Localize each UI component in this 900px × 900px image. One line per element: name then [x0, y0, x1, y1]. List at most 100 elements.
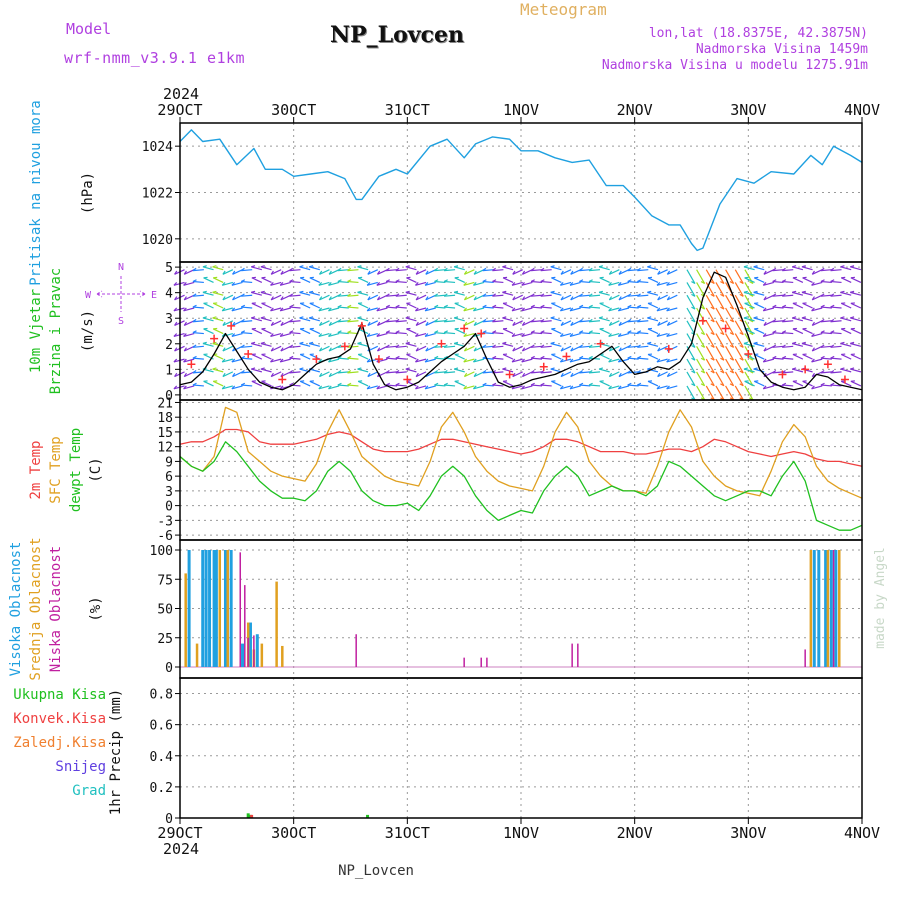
wind-arrow: [734, 385, 744, 401]
wind-arrow: [725, 371, 735, 387]
wind-arrow: [830, 371, 842, 374]
wind-tick-label: 5: [165, 261, 173, 276]
wind-arrow-head: [627, 382, 632, 386]
wind-arrow: [318, 385, 330, 390]
wind-arrow: [686, 320, 696, 335]
wind-arrow: [830, 294, 842, 297]
wind-arrow-head: [221, 281, 226, 286]
wind-arrow-head: [376, 347, 381, 352]
wind-arrow: [299, 353, 311, 360]
wind-arrow-head: [231, 358, 236, 363]
cloud-high-bar: [812, 550, 816, 667]
wind-arrow: [482, 357, 494, 360]
wind-arrow-head: [415, 358, 419, 363]
wind-arrow: [560, 385, 572, 390]
wind-arrow: [386, 294, 398, 297]
wind-arrow-head: [463, 347, 468, 352]
wind-arrow: [395, 269, 407, 272]
wind-arrow-head: [232, 296, 236, 301]
wind-arrow-head: [385, 382, 391, 386]
wind-arrow-head: [240, 330, 246, 334]
wind-arrow: [464, 294, 475, 301]
wind-arrow-head: [637, 279, 642, 283]
wind-gust-marker: [505, 370, 514, 379]
wind-arrow-head: [569, 358, 574, 363]
wind-arrow-head: [405, 290, 410, 293]
time-label-top: 30OCT: [271, 101, 316, 119]
wind-arrow: [260, 342, 272, 347]
wind-arrow: [772, 294, 784, 297]
wind-arrow: [627, 331, 639, 335]
wind-arrow-head: [221, 385, 226, 390]
wind-arrow-head: [637, 304, 642, 308]
wind-arrow-head: [395, 382, 400, 386]
wind-arrow: [512, 294, 523, 301]
wind-arrow-head: [579, 370, 583, 374]
wind-arrow: [434, 331, 446, 335]
wind-arrow-head: [270, 321, 274, 326]
wind-arrow: [656, 385, 668, 390]
wind-arrow-head: [617, 281, 622, 286]
wind-arrow-head: [202, 290, 207, 293]
wind-arrow: [550, 368, 562, 373]
wind-arrow-head: [511, 307, 516, 312]
wind-arrow-head: [376, 307, 381, 312]
wind-tick-label: 1: [165, 363, 173, 378]
wind-arrow-head: [700, 306, 705, 310]
temp-tick-label: 0: [165, 500, 173, 515]
wind-arrow-head: [729, 281, 734, 285]
wind-arrow-head: [492, 304, 497, 308]
wind-arrow-head: [202, 316, 207, 319]
cloud-high-bar: [201, 550, 205, 667]
wind-arrow: [260, 368, 272, 373]
wind-arrow-head: [627, 344, 632, 348]
wind-arrow: [376, 385, 388, 390]
wind-arrow-head: [463, 296, 468, 301]
wind-arrow-head: [221, 307, 226, 312]
wind-arrow: [743, 266, 755, 271]
wind-arrow-head: [691, 293, 696, 297]
wind-arrow-head: [657, 270, 661, 275]
wind-arrow-head: [763, 270, 767, 275]
wind-arrow-head: [820, 382, 825, 386]
cloud-low-bar: [804, 649, 806, 667]
wind-arrow: [222, 307, 234, 312]
wind-arrow: [454, 328, 465, 335]
wind-arrow-head: [588, 344, 593, 348]
wind-arrow-head: [405, 316, 410, 319]
pressure-tick-label: 1024: [142, 140, 173, 155]
wind-arrow-head: [453, 367, 459, 370]
wind-arrow-head: [720, 332, 725, 336]
wind-arrow-head: [443, 344, 448, 348]
wind-arrow: [473, 281, 485, 286]
wind-arrow-head: [710, 306, 715, 310]
wind-speed-line: [179, 271, 863, 391]
wind-arrow: [386, 384, 398, 387]
wind-arrow-head: [691, 357, 696, 361]
wind-arrow-head: [540, 318, 545, 323]
wind-arrow-head: [482, 293, 487, 297]
wind-arrow-head: [772, 344, 777, 348]
wind-arrow-head: [385, 370, 390, 374]
wind-arrow-head: [376, 321, 381, 326]
wind-arrow: [415, 294, 427, 301]
wind-arrow: [251, 302, 263, 309]
wind-arrow-head: [385, 330, 391, 334]
wind-arrow: [686, 269, 696, 284]
wind-arrow-head: [753, 316, 758, 319]
wind-arrow-head: [782, 279, 787, 283]
wind-arrow: [395, 371, 407, 374]
wind-arrow: [434, 306, 446, 309]
wind-arrow-head: [540, 355, 545, 359]
wind-arrow: [222, 281, 234, 286]
wind-arrow: [753, 266, 765, 271]
wind-arrow-head: [309, 265, 314, 268]
wind-arrow-head: [782, 330, 787, 334]
wind-arrow: [637, 269, 649, 272]
wind-arrow: [337, 371, 349, 374]
wind-arrow-head: [270, 281, 274, 286]
wind-arrow: [647, 328, 659, 335]
wind-arrow: [492, 306, 504, 309]
wind-arrow: [570, 294, 581, 301]
wind-arrow-head: [492, 267, 497, 272]
